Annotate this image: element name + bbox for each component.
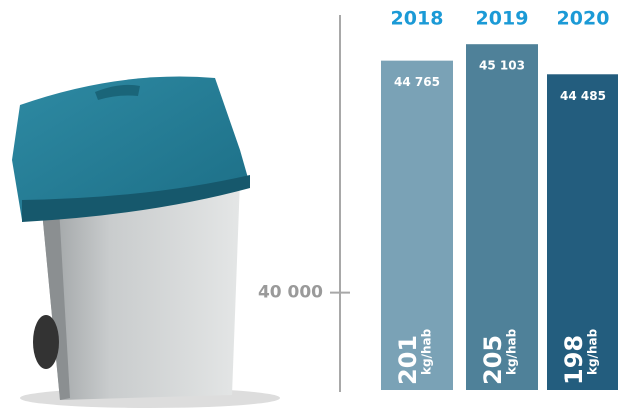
value-label: 44 485: [560, 89, 606, 103]
per-capita-unit: kg/hab: [420, 328, 434, 375]
bin-illustration: [12, 76, 280, 408]
value-label: 45 103: [479, 59, 525, 73]
per-capita-unit: kg/hab: [505, 328, 519, 375]
per-capita-unit: kg/hab: [586, 328, 600, 375]
bar: [381, 60, 453, 391]
y-tick-label: 40 000: [258, 283, 323, 303]
value-label: 44 765: [394, 75, 440, 89]
category-label: 2019: [476, 8, 529, 30]
per-capita-value: 205: [479, 335, 507, 385]
bar: [547, 74, 618, 390]
category-label: 2020: [557, 8, 610, 30]
category-label: 2018: [391, 8, 444, 30]
bar: [466, 44, 538, 391]
per-capita-value: 198: [560, 335, 588, 385]
per-capita-value: 201: [394, 335, 422, 385]
